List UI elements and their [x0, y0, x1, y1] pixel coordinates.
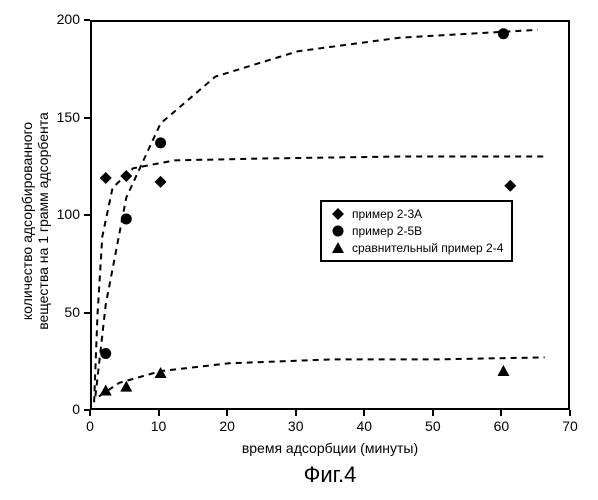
- triangle-marker: [332, 242, 344, 253]
- triangle-marker: [497, 365, 509, 376]
- x-tick-mark: [569, 410, 571, 416]
- x-tick-mark: [226, 410, 228, 416]
- x-tick-label: 50: [423, 418, 443, 434]
- diamond-marker: [504, 180, 516, 192]
- triangle-marker: [155, 367, 167, 378]
- y-tick-mark: [84, 19, 90, 21]
- diamond-marker: [120, 170, 132, 182]
- x-tick-label: 70: [560, 418, 580, 434]
- x-tick-mark: [500, 410, 502, 416]
- figure-label: Фиг.4: [290, 462, 370, 488]
- x-tick-mark: [363, 410, 365, 416]
- y-tick-label: 150: [57, 109, 80, 125]
- x-tick-label: 10: [149, 418, 169, 434]
- y-tick-mark: [84, 117, 90, 119]
- x-tick-label: 60: [491, 418, 511, 434]
- diamond-marker: [155, 176, 167, 188]
- diamond-marker: [332, 208, 344, 220]
- legend-label: пример 2-5B: [352, 223, 422, 240]
- fit-curve: [94, 157, 544, 403]
- x-tick-mark: [295, 410, 297, 416]
- circle-marker: [155, 137, 166, 148]
- x-tick-label: 30: [286, 418, 306, 434]
- y-tick-mark: [84, 409, 90, 411]
- x-axis-label: время адсорбции (минуты): [210, 440, 450, 456]
- circle-marker: [121, 213, 132, 224]
- diamond-marker: [100, 172, 112, 184]
- x-tick-label: 0: [80, 418, 100, 434]
- y-tick-mark: [84, 312, 90, 314]
- x-tick-label: 40: [354, 418, 374, 434]
- chart-container: количество адсорбированного вещества на …: [0, 0, 598, 500]
- y-tick-label: 200: [57, 11, 80, 27]
- legend-box: пример 2-3Aпример 2-5Bсравнительный прим…: [320, 200, 513, 262]
- x-tick-label: 20: [217, 418, 237, 434]
- triangle-icon: [330, 240, 346, 256]
- x-tick-mark: [158, 410, 160, 416]
- y-tick-label: 0: [72, 401, 80, 417]
- legend-label: сравнительный пример 2-4: [352, 240, 503, 257]
- legend-label: пример 2-3A: [352, 206, 422, 223]
- y-tick-mark: [84, 214, 90, 216]
- y-axis-label: количество адсорбированного вещества на …: [19, 71, 51, 371]
- legend-item: пример 2-5B: [330, 223, 503, 240]
- legend-item: сравнительный пример 2-4: [330, 240, 503, 257]
- legend-item: пример 2-3A: [330, 206, 503, 223]
- y-tick-label: 100: [57, 206, 80, 222]
- y-tick-label: 50: [64, 304, 80, 320]
- circle-marker: [100, 348, 111, 359]
- x-tick-mark: [432, 410, 434, 416]
- circle-marker: [333, 226, 344, 237]
- circle-icon: [330, 223, 346, 239]
- circle-marker: [498, 28, 509, 39]
- diamond-icon: [330, 206, 346, 222]
